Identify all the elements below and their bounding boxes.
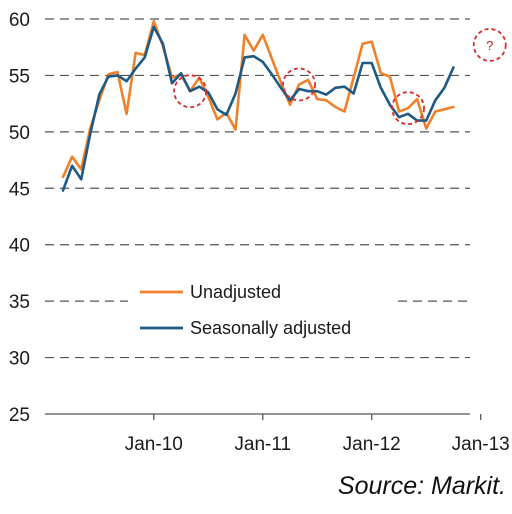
y-tick-label: 40: [9, 236, 30, 257]
y-tick-label: 60: [9, 10, 30, 31]
series-line-seasonally-adjusted: [61, 25, 455, 192]
y-tick-label: 45: [9, 179, 30, 200]
y-tick-label: 35: [9, 292, 30, 313]
y-tick-label: 55: [9, 66, 30, 87]
legend-label: Seasonally adjusted: [190, 318, 351, 338]
y-tick-label: 25: [9, 405, 30, 426]
legend-label: Unadjusted: [190, 282, 281, 302]
highlight-circle: [173, 74, 208, 109]
highlight-circle: [282, 67, 316, 102]
source-note: Source: Markit.: [337, 472, 506, 500]
x-tick-label: Jan-13: [452, 434, 510, 455]
y-tick-label: 50: [9, 123, 30, 144]
x-tick-label: Jan-11: [234, 434, 291, 455]
series-line-unadjusted: [61, 19, 455, 179]
x-tick-label: Jan-12: [343, 434, 401, 455]
x-tick-label: Jan-10: [125, 434, 183, 455]
highlight-circle: [472, 28, 507, 62]
highlight-circle: [391, 91, 425, 126]
highlight-label: ?: [486, 38, 493, 53]
y-tick-label: 30: [9, 349, 30, 370]
